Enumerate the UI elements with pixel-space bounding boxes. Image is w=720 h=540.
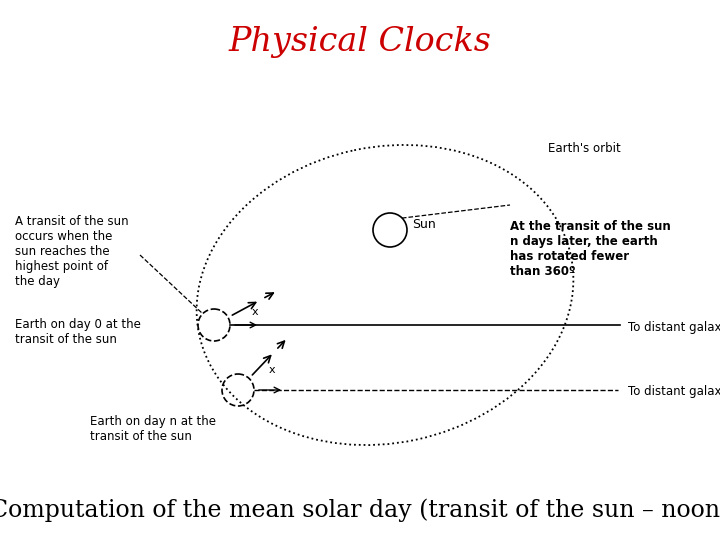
Text: Earth on day 0 at the
transit of the sun: Earth on day 0 at the transit of the sun	[15, 318, 141, 346]
Text: A transit of the sun
occurs when the
sun reaches the
highest point of
the day: A transit of the sun occurs when the sun…	[15, 215, 129, 288]
Text: At the transit of the sun
n days later, the earth
has rotated fewer
than 360º: At the transit of the sun n days later, …	[510, 220, 671, 278]
Text: x: x	[269, 366, 276, 375]
Text: Computation of the mean solar day (transit of the sun – noon): Computation of the mean solar day (trans…	[0, 498, 720, 522]
Text: To distant galaxy: To distant galaxy	[628, 321, 720, 334]
Text: Earth on day n at the
transit of the sun: Earth on day n at the transit of the sun	[90, 415, 216, 443]
Text: Sun: Sun	[412, 219, 436, 232]
Text: Physical Clocks: Physical Clocks	[228, 26, 492, 58]
Text: To distant galaxy: To distant galaxy	[628, 386, 720, 399]
Text: Earth's orbit: Earth's orbit	[548, 141, 621, 154]
Text: x: x	[252, 307, 258, 317]
